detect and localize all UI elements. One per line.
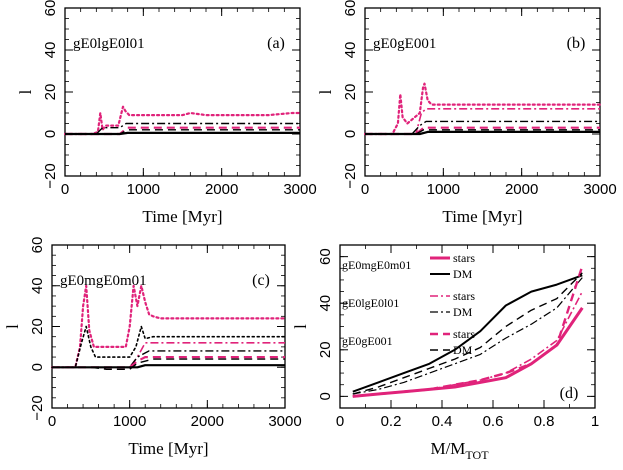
panel-letter: (b): [567, 35, 586, 52]
series-line-dashdot-stars: [52, 341, 285, 369]
y-axis-title: l: [316, 89, 335, 94]
y-tick-label: 0: [29, 363, 46, 371]
series-line-dashed-stars: [352, 265, 584, 398]
series-line-solid-dm: [352, 274, 583, 393]
series-line-dashdot-dm: [352, 277, 583, 395]
x-tick-label: 1000: [427, 181, 460, 198]
x-tick-label: 0: [336, 413, 344, 430]
series-line-solid-dm: [365, 130, 600, 136]
x-axis-title: M/MTOT: [430, 439, 489, 462]
legend: gE0mgE0m01 stars DM gE0lgE0l01 stars DM gE0gE0…: [342, 251, 475, 357]
legend-label-dm: DM: [453, 305, 473, 319]
run-label: gE0mgE0m01: [60, 273, 147, 289]
y-tick-label: 0: [42, 130, 59, 138]
panel-letter: (d): [560, 385, 579, 402]
series-line-dashed-dm: [352, 272, 583, 395]
x-axis-title-main: M/M: [430, 439, 465, 458]
run-label: gE0lgE0l01: [73, 36, 145, 52]
series-line-solid-dm: [65, 131, 300, 136]
x-tick-label: 0.6: [483, 413, 504, 430]
y-tick-label: 60: [42, 0, 59, 16]
panel-letter: (c): [252, 272, 270, 289]
y-tick-label: −20: [342, 163, 359, 188]
series-line-dotted-stars: [50, 284, 287, 369]
x-tick-label: 0.4: [432, 413, 453, 430]
x-tick-label: 0: [48, 413, 56, 430]
x-tick-label: 3000: [583, 181, 616, 198]
series-line-dotted-stars: [63, 105, 302, 136]
x-tick-label: 3000: [283, 181, 316, 198]
y-tick-label: 40: [342, 42, 359, 59]
plot-frame: [64, 7, 301, 177]
x-axis-title: Time [Myr]: [142, 207, 222, 226]
x-axis-title: Time [Myr]: [442, 207, 522, 226]
y-tick-label: 40: [317, 295, 334, 312]
x-axis-title-subscript: TOT: [465, 448, 489, 462]
y-axis-title: l: [16, 89, 35, 94]
legend-label-stars: stars: [453, 289, 475, 303]
legend-run-label: gE0lgE0l01: [342, 296, 399, 310]
y-tick-label: 0: [317, 392, 334, 400]
y-tick-label: 0: [342, 130, 359, 138]
legend-label-dm: DM: [453, 343, 473, 357]
series-line-solid-dm: [52, 364, 285, 369]
y-tick-label: 20: [342, 84, 359, 101]
legend-run-label: gE0mgE0m01: [342, 258, 411, 272]
y-tick-label: −20: [29, 395, 46, 420]
y-tick-label: 20: [317, 341, 334, 358]
series-line-dashed-dm: [65, 129, 300, 135]
run-label: gE0gE001: [373, 36, 436, 52]
y-tick-label: 20: [42, 84, 59, 101]
series-line-dashdot-dm: [65, 122, 300, 135]
y-tick-label: 20: [29, 318, 46, 335]
x-tick-label: 2000: [205, 181, 238, 198]
panel-letter: (a): [267, 35, 285, 52]
y-tick-label: 40: [42, 42, 59, 59]
series-line-dotted-stars: [363, 82, 602, 136]
series-line-dashdot-stars: [365, 108, 600, 135]
series-line-dashdot-stars: [352, 291, 584, 398]
x-tick-label: 2000: [191, 413, 224, 430]
legend-run-label: gE0gE001: [342, 334, 393, 348]
series-line-dotted-dm: [51, 325, 286, 369]
x-tick-label: 2000: [505, 181, 538, 198]
y-axis-title: l: [3, 324, 22, 329]
series-line-dashdot-dm: [365, 120, 600, 135]
panel-d: 0 0.2 0.4 0.6 0.8 1 0 20 40 60 l M/MTOT (d) gE0mgE0m0…: [291, 244, 599, 462]
legend-label-stars: stars: [453, 251, 475, 265]
y-axis-title: l: [291, 324, 310, 329]
y-tick-label: 60: [317, 248, 334, 265]
x-tick-label: 0.8: [534, 413, 555, 430]
y-tick-label: −20: [42, 163, 59, 188]
plot-frame: [364, 7, 601, 177]
x-tick-label: 0: [361, 181, 369, 198]
x-tick-label: 1: [591, 413, 599, 430]
x-tick-label: 0: [61, 181, 69, 198]
x-tick-label: 1000: [113, 413, 146, 430]
x-axis-title: Time [Myr]: [128, 439, 208, 458]
y-tick-label: 60: [29, 237, 46, 254]
legend-label-stars: stars: [453, 327, 475, 341]
legend-label-dm: DM: [453, 267, 473, 281]
x-tick-label: 0.2: [381, 413, 402, 430]
x-tick-label: 3000: [268, 413, 301, 430]
x-tick-label: 1000: [127, 181, 160, 198]
y-tick-label: 40: [29, 277, 46, 294]
y-tick-label: 60: [342, 0, 359, 16]
